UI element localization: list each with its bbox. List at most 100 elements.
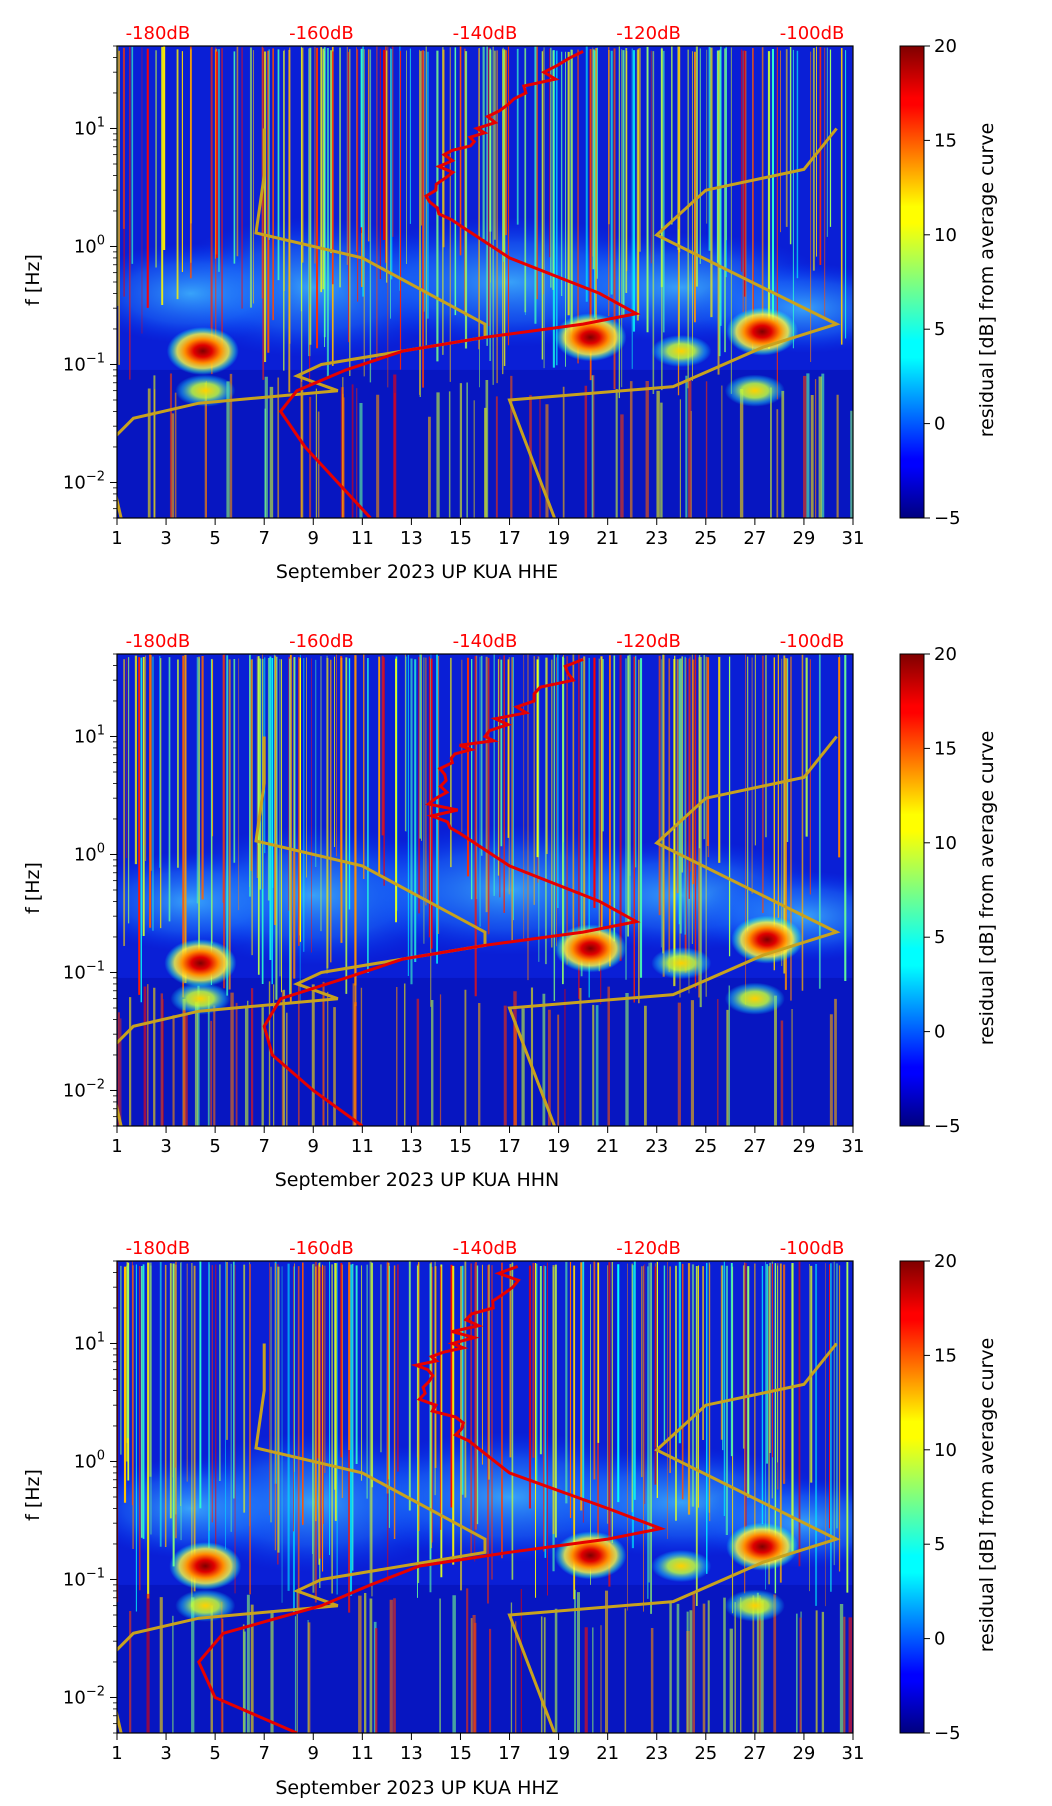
panel-hhe-colorbar xyxy=(899,45,925,519)
panel-hhn-colorbar-tick-label: 10 xyxy=(934,833,957,854)
panel-hhz-median-curve xyxy=(197,1264,667,1733)
panel-hhn-colorbar xyxy=(899,653,925,1127)
panel-hhz-xtick-label: 15 xyxy=(449,1743,472,1764)
panel-hhn-xtick-label: 27 xyxy=(743,1136,766,1157)
panel-hhz-top-db-label: -140dB xyxy=(453,1238,518,1259)
panel-hhn-xlabel: September 2023 UP KUA HHN xyxy=(275,1169,560,1191)
panel-hhn: 1 3 5 7 9 11 13 15 17 19 21 23 25 27 29 3110−210−110010… xyxy=(22,631,998,1191)
panel-hhe-top-db-label: -120dB xyxy=(616,23,681,44)
panel-hhz-top-db-label: -100dB xyxy=(780,1238,845,1259)
panel-hhe-xtick-label: 27 xyxy=(743,528,766,549)
panel-hhz-xtick-label: 27 xyxy=(743,1743,766,1764)
panel-hhn-median-curve xyxy=(262,658,641,1126)
panel-hhn-xtick-label: 21 xyxy=(596,1136,619,1157)
panel-hhe-xtick-label: 29 xyxy=(792,528,815,549)
panel-hhn-xtick-label: 5 xyxy=(209,1136,220,1157)
panel-hhn-top-db-label: -180dB xyxy=(126,631,191,652)
panel-hhe-colorbar-tick-label: 10 xyxy=(934,225,957,246)
panel-hhe-ytick-label: 10−2 xyxy=(63,469,105,493)
panel-hhe-xtick-label: 31 xyxy=(842,528,865,549)
panel-hhe-hotspot-5 xyxy=(724,374,785,407)
panel-hhn-plot-area xyxy=(116,653,854,1127)
panel-hhe-top-db-label: -160dB xyxy=(289,23,354,44)
panel-hhe-xtick-label: 13 xyxy=(400,528,423,549)
panel-hhn-xtick-label: 3 xyxy=(160,1136,171,1157)
panel-hhz-xtick-label: 11 xyxy=(351,1743,374,1764)
panel-hhn-xtick-label: 31 xyxy=(842,1136,865,1157)
panel-hhn-colorbar-tick-label: 15 xyxy=(934,738,957,759)
panel-hhn-top-db-label: -160dB xyxy=(289,631,354,652)
panel-hhz-top-db-label: -180dB xyxy=(126,1238,191,1259)
panel-hhn-xtick-label: 15 xyxy=(449,1136,472,1157)
panel-hhz-plot-area xyxy=(116,1260,854,1734)
panel-hhz-colorbar-label: residual [dB] from average curve xyxy=(976,1338,998,1653)
panel-hhe-xtick-label: 19 xyxy=(547,528,570,549)
panel-hhe-hotspot-2 xyxy=(554,313,627,362)
panel-hhz-ylabel: f [Hz] xyxy=(22,1469,44,1521)
panel-hhe-xlabel: September 2023 UP KUA HHE xyxy=(276,561,558,583)
panel-hhe-xtick-label: 11 xyxy=(351,528,374,549)
panel-hhn-top-db-label: -100dB xyxy=(780,631,845,652)
panel-hhz-xtick-label: 17 xyxy=(498,1743,521,1764)
panel-hhz-colorbar-tick-label: 10 xyxy=(934,1440,957,1461)
panel-hhz-ytick-label: 10−1 xyxy=(63,1566,105,1590)
panel-hhe-hotspot-0 xyxy=(166,327,239,376)
panel-hhn-hotspot-0 xyxy=(164,939,237,988)
panel-hhn-xtick-label: 1 xyxy=(111,1136,122,1157)
panel-hhe-xtick-label: 5 xyxy=(209,528,220,549)
panel-hhz-top-db-label: -120dB xyxy=(616,1238,681,1259)
panel-hhn-ytick-label: 10−2 xyxy=(63,1077,105,1101)
panel-hhe-xtick-label: 25 xyxy=(694,528,717,549)
panel-hhe-xtick-label: 3 xyxy=(160,528,171,549)
panel-hhe-xtick-label: 17 xyxy=(498,528,521,549)
panel-hhz-xtick-label: 23 xyxy=(645,1743,668,1764)
panel-hhn-hotspot-4 xyxy=(651,947,712,980)
panel-hhn-xtick-label: 19 xyxy=(547,1136,570,1157)
panel-hhe-nlnm-curve xyxy=(117,128,487,518)
panel-hhn-hotspot-2 xyxy=(554,924,627,973)
panel-hhe-colorbar-tick-label: 0 xyxy=(934,414,945,435)
panel-hhe-ytick-label: 100 xyxy=(74,233,105,257)
panel-hhn-nhnm-curve xyxy=(507,735,841,1126)
panel-hhz-xtick-label: 31 xyxy=(842,1743,865,1764)
panel-hhz-xtick-label: 1 xyxy=(111,1743,122,1764)
panel-hhe-nhnm-curve xyxy=(507,127,841,518)
panel-hhz-nhnm-curve xyxy=(507,1342,841,1733)
panel-hhn-hotspot-1 xyxy=(170,982,231,1015)
panel-hhe-ytick-label: 10−1 xyxy=(63,351,105,375)
panel-hhn-hotspot-3 xyxy=(731,915,804,964)
panel-hhn-xtick-label: 9 xyxy=(308,1136,319,1157)
panel-hhn-xtick-label: 17 xyxy=(498,1136,521,1157)
panel-hhn-top-db-label: -140dB xyxy=(453,631,518,652)
panel-hhz-xtick-label: 7 xyxy=(258,1743,269,1764)
panel-hhe-plot-area xyxy=(116,45,854,519)
panel-hhz-xtick-label: 5 xyxy=(209,1743,220,1764)
panel-hhz-ytick-label: 100 xyxy=(74,1448,105,1472)
panel-hhz-colorbar-tick-label: 5 xyxy=(934,1534,945,1555)
panel-hhn-top-db-label: -120dB xyxy=(616,631,681,652)
panel-hhn-ytick-label: 10−1 xyxy=(63,959,105,983)
panel-hhz-colorbar-tick-label: −5 xyxy=(934,1723,961,1744)
panel-hhn-ytick-label: 101 xyxy=(74,723,105,747)
panel-hhz-xtick-label: 13 xyxy=(400,1743,423,1764)
panel-hhz-nlnm-curve xyxy=(117,1343,487,1733)
panel-hhz-ytick-label: 101 xyxy=(74,1330,105,1354)
panel-hhz-colorbar-tick-label: 20 xyxy=(934,1251,957,1272)
panel-hhn-spectrogram xyxy=(117,654,853,1126)
panel-hhz-hotspot-1 xyxy=(175,1589,236,1622)
panel-hhe-colorbar-label: residual [dB] from average curve xyxy=(976,123,998,438)
panel-hhe-xtick-label: 7 xyxy=(258,528,269,549)
panel-hhn-haze-4 xyxy=(117,851,301,952)
panel-hhz-colorbar-tick-label: 15 xyxy=(934,1345,957,1366)
panel-hhe-top-db-label: -100dB xyxy=(780,23,845,44)
panel-hhe-top-db-label: -140dB xyxy=(453,23,518,44)
panel-hhn-nlnm-curve xyxy=(117,736,487,1126)
panel-hhz-xlabel: September 2023 UP KUA HHZ xyxy=(275,1777,558,1799)
panel-hhn-hotspot-5 xyxy=(724,982,785,1015)
panel-hhz: 1 3 5 7 9 11 13 15 17 19 21 23 25 27 29 3110−210−110010… xyxy=(22,1238,998,1799)
panel-hhz-xtick-label: 19 xyxy=(547,1743,570,1764)
panel-hhe-colorbar-tick-label: 20 xyxy=(934,36,957,57)
panel-hhn-colorbar-tick-label: −5 xyxy=(934,1116,961,1137)
panel-hhz-ytick-label: 10−2 xyxy=(63,1684,105,1708)
